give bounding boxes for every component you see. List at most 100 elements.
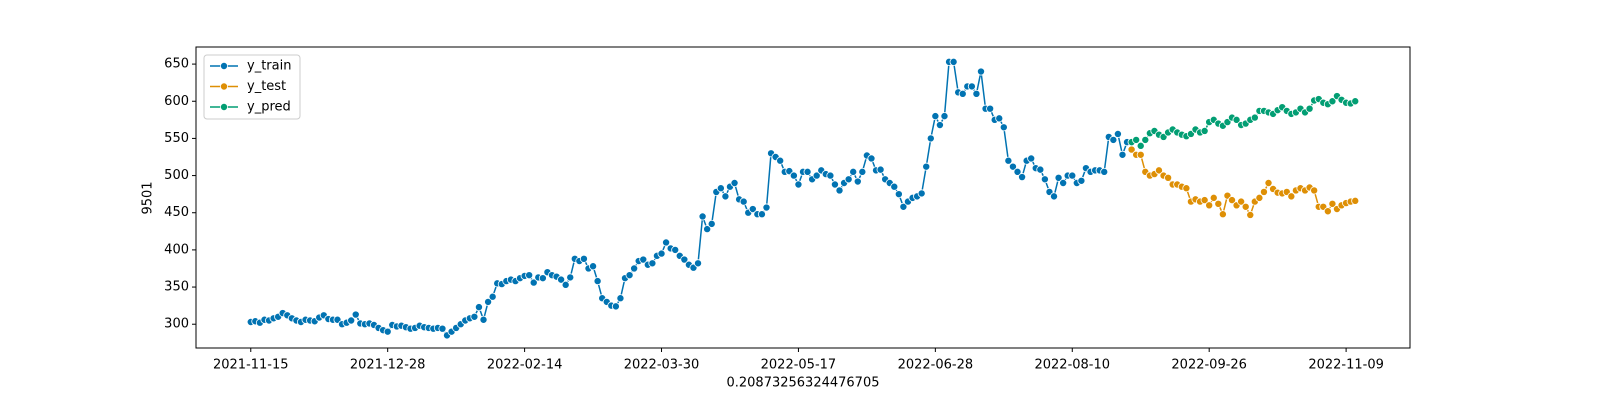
legend-box bbox=[203, 54, 301, 120]
point bbox=[589, 262, 598, 271]
point bbox=[844, 175, 853, 184]
point bbox=[1228, 196, 1237, 205]
point bbox=[1310, 186, 1319, 195]
point bbox=[940, 112, 949, 121]
y-axis-label: 9501 bbox=[141, 181, 156, 214]
point bbox=[867, 154, 876, 163]
y-tick-label: 350 bbox=[164, 280, 189, 295]
point bbox=[593, 277, 602, 286]
point bbox=[794, 180, 803, 189]
point bbox=[1351, 97, 1360, 106]
x-axis-label: 0.20873256324476705 bbox=[726, 376, 879, 391]
x-tick-label: 2021-11-15 bbox=[213, 358, 289, 373]
point bbox=[926, 134, 935, 143]
point bbox=[853, 177, 862, 186]
point bbox=[694, 259, 703, 268]
point bbox=[876, 165, 885, 174]
y-tick-label: 400 bbox=[164, 242, 189, 257]
point bbox=[999, 123, 1008, 132]
point bbox=[858, 167, 867, 176]
y-tick-label: 450 bbox=[164, 205, 189, 220]
legend-marker bbox=[219, 82, 228, 91]
point bbox=[1182, 184, 1191, 193]
x-tick-label: 2022-11-09 bbox=[1308, 358, 1384, 373]
point bbox=[1059, 179, 1068, 188]
point bbox=[611, 302, 620, 311]
point bbox=[566, 273, 575, 282]
point bbox=[917, 189, 926, 198]
point bbox=[1018, 173, 1027, 182]
point bbox=[625, 271, 634, 280]
point bbox=[648, 259, 657, 268]
point bbox=[1004, 156, 1013, 165]
point bbox=[662, 238, 671, 247]
point bbox=[438, 324, 447, 333]
point bbox=[680, 255, 689, 264]
point bbox=[1118, 150, 1127, 159]
point bbox=[1328, 199, 1337, 208]
point bbox=[538, 274, 547, 283]
point bbox=[899, 202, 908, 211]
point bbox=[976, 67, 985, 76]
point bbox=[1255, 193, 1264, 202]
point bbox=[739, 197, 748, 206]
point bbox=[1205, 201, 1214, 210]
point bbox=[803, 167, 812, 176]
point bbox=[1040, 175, 1049, 184]
point bbox=[894, 190, 903, 199]
point bbox=[826, 171, 835, 180]
point bbox=[762, 203, 771, 212]
series-line bbox=[250, 61, 1128, 337]
point bbox=[703, 225, 712, 234]
point bbox=[1259, 187, 1268, 196]
point bbox=[1050, 192, 1059, 201]
point bbox=[721, 192, 730, 201]
point bbox=[776, 156, 785, 165]
point bbox=[630, 264, 639, 273]
point bbox=[1241, 202, 1250, 211]
point bbox=[1109, 135, 1118, 144]
x-tick-label: 2021-12-28 bbox=[350, 358, 426, 373]
point bbox=[716, 184, 725, 193]
plot-frame bbox=[195, 46, 1411, 349]
point bbox=[616, 294, 625, 303]
y-tick-label: 500 bbox=[164, 168, 189, 183]
x-tick-label: 2022-05-17 bbox=[761, 358, 837, 373]
point bbox=[1305, 104, 1314, 113]
point bbox=[557, 275, 566, 284]
point bbox=[1237, 197, 1246, 206]
point bbox=[931, 112, 940, 121]
y-tick-label: 300 bbox=[164, 317, 189, 332]
point bbox=[529, 278, 538, 287]
point bbox=[525, 271, 534, 280]
legend-label: y_test bbox=[247, 79, 286, 94]
y-tick-label: 550 bbox=[164, 131, 189, 146]
point bbox=[812, 171, 821, 180]
point bbox=[470, 312, 479, 321]
point bbox=[698, 212, 707, 221]
point bbox=[347, 316, 356, 325]
point bbox=[1200, 196, 1209, 205]
point bbox=[707, 219, 716, 228]
x-tick-label: 2022-08-10 bbox=[1034, 358, 1110, 373]
x-tick-label: 2022-03-30 bbox=[624, 358, 700, 373]
point bbox=[479, 315, 488, 324]
legend-marker bbox=[219, 103, 228, 112]
legend-label: y_train bbox=[247, 59, 291, 74]
point bbox=[1100, 167, 1109, 176]
point bbox=[1164, 173, 1173, 182]
point bbox=[748, 205, 757, 214]
x-tick-label: 2022-02-14 bbox=[487, 358, 563, 373]
point bbox=[835, 186, 844, 195]
point bbox=[657, 249, 666, 258]
point bbox=[1351, 196, 1360, 205]
point bbox=[1214, 199, 1223, 208]
point bbox=[383, 327, 392, 336]
point bbox=[351, 310, 360, 319]
point bbox=[890, 182, 899, 191]
point bbox=[1287, 192, 1296, 201]
point bbox=[935, 121, 944, 130]
point bbox=[1068, 171, 1077, 180]
x-tick-label: 2022-06-28 bbox=[898, 358, 974, 373]
